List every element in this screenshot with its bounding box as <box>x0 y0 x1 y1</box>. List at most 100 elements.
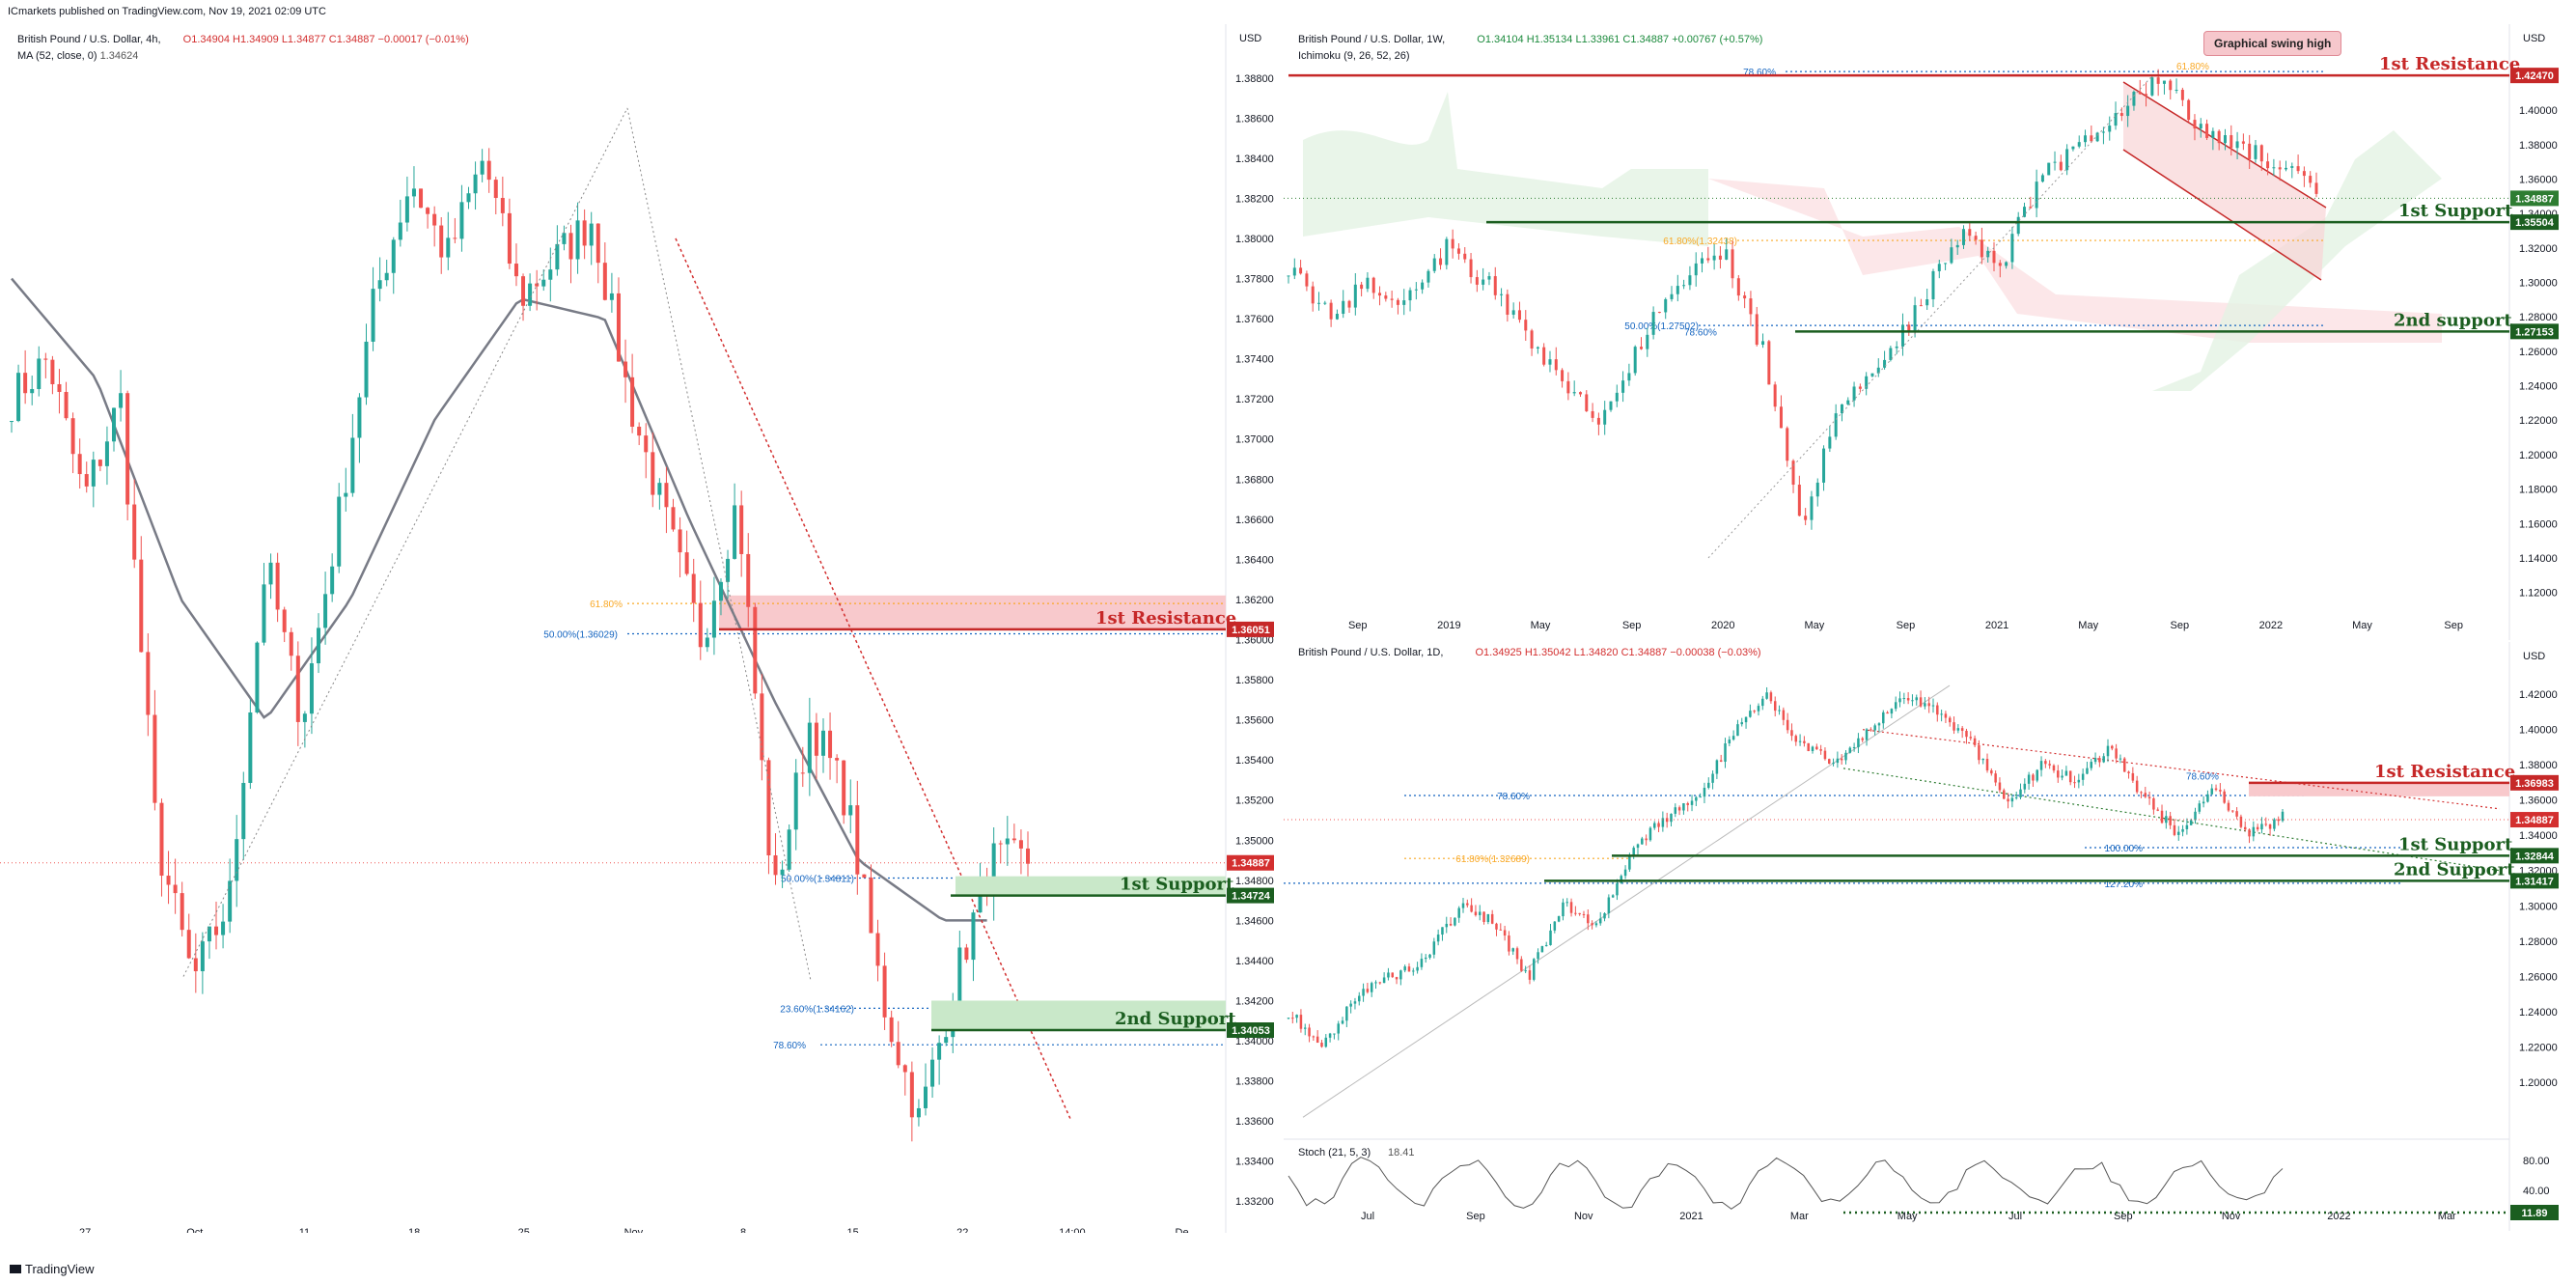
support-zone <box>931 1000 1226 1031</box>
candle-body <box>1378 982 1382 984</box>
candle-body <box>480 160 485 175</box>
candle-body <box>862 874 867 879</box>
ohlc-close: C1.34887 <box>1620 647 1668 658</box>
level-price-tag <box>2510 774 2559 791</box>
candle-body <box>1961 229 1965 245</box>
candle-body <box>2185 824 2189 829</box>
candle-body <box>2231 810 2234 812</box>
candle-body <box>1323 302 1327 304</box>
candle-body <box>1366 989 1370 992</box>
candle-body <box>1542 347 1546 365</box>
candle-body <box>548 269 553 280</box>
ichimoku-cloud <box>1708 179 2442 343</box>
price-tick-label: 1.38400 <box>1235 154 1274 165</box>
candle-body <box>760 693 764 761</box>
candle-body <box>2106 745 2110 757</box>
candle-body <box>2145 94 2148 96</box>
symbol-title: British Pound / U.S. Dollar, 1W, <box>1298 34 1446 45</box>
candle-body <box>1773 701 1777 712</box>
candle-body <box>1451 238 1454 249</box>
candle-body <box>295 656 300 722</box>
price-tick-label: 1.22000 <box>2519 415 2558 427</box>
candle-body <box>1823 750 1827 760</box>
candle-body <box>2126 105 2130 117</box>
h4-chart-canvas[interactable]: USD 1.38800 1.38600 1.38400 1.38200 1.38000 1.… <box>0 24 1274 1233</box>
candle-body <box>1836 758 1840 764</box>
candle-body <box>1724 742 1727 762</box>
down-channel-zone <box>2123 82 2326 280</box>
w1-chart-canvas[interactable]: USD1.420001.400001.380001.360001.340001.… <box>1284 24 2576 642</box>
candle-body <box>1603 409 1607 425</box>
candle-body <box>2090 135 2093 142</box>
candle-body <box>398 222 402 240</box>
publisher-line: ICmarkets published on TradingView.com, … <box>8 6 326 17</box>
chart-panel-h4[interactable]: British Pound / U.S. Dollar, 4h, O1.3490… <box>0 24 1274 1233</box>
trendline <box>1707 75 2153 559</box>
candle-body <box>1936 705 1939 715</box>
time-tick-label: May <box>2352 620 2372 631</box>
candle-body <box>2093 758 2097 763</box>
candle-body <box>1382 977 1386 984</box>
candle-body <box>2264 823 2268 825</box>
candle-body <box>1308 1027 1311 1037</box>
price-tick-label: 1.34600 <box>1235 915 1274 927</box>
price-tick-label: 1.26000 <box>2519 971 2558 983</box>
current-price-tag-text: 1.34887 <box>2515 815 2554 826</box>
candle-body <box>2309 176 2313 183</box>
candle-body <box>2194 811 2197 821</box>
candle-body <box>180 893 184 931</box>
fib-label: 78.60% <box>2186 772 2219 783</box>
candle-body <box>50 359 55 384</box>
candle-body <box>1026 848 1030 864</box>
candle-body <box>1852 747 1856 749</box>
fib-label: 78.60% <box>773 1041 806 1051</box>
candle-body <box>1815 482 1819 497</box>
candle-body <box>2090 762 2093 768</box>
candle-body <box>1674 807 1677 814</box>
footer-brand: TradingView <box>25 1262 95 1276</box>
resistance-zone <box>2249 782 2509 796</box>
candle-body <box>2202 801 2205 804</box>
candle-body <box>2162 80 2166 84</box>
d1-chart-canvas[interactable]: USD 1.42000 1.40000 1.38000 1.36000 1.34000 1.… <box>1284 642 2576 1233</box>
candle-body <box>1889 348 1893 360</box>
candle-body <box>1621 380 1625 393</box>
stoch-tag-text: 11.89 <box>2522 1208 2548 1219</box>
candle-body <box>1906 698 1910 701</box>
price-tick-label: 1.33400 <box>1235 1157 1274 1168</box>
ohlc-low: L1.34820 <box>1573 647 1619 658</box>
candle-body <box>1506 293 1510 315</box>
time-tick-label: Oct <box>186 1227 203 1233</box>
candle-body <box>1303 1027 1307 1029</box>
candle-body <box>119 393 124 408</box>
time-tick-label: 11 <box>299 1227 310 1233</box>
candle-body <box>2193 120 2197 129</box>
indicator-title: Ichimoku (9, 26, 52, 26) <box>1298 50 1410 62</box>
chart-panel-w1[interactable]: British Pound / U.S. Dollar, 1W, O1.3410… <box>1284 24 2576 642</box>
candle-body <box>1677 807 1681 811</box>
candle-body <box>2260 823 2263 830</box>
candle-body <box>1548 359 1552 365</box>
candle-body <box>964 947 969 961</box>
candle-body <box>1578 912 1581 914</box>
candle-body <box>1670 293 1674 299</box>
tradingview-logo[interactable]: TradingView <box>10 1262 95 1276</box>
ohlc-high: H1.35042 <box>1524 647 1571 658</box>
candle-body <box>235 839 239 881</box>
candle-body <box>1414 289 1418 291</box>
currency-label: USD <box>2523 651 2545 662</box>
candle-body <box>998 843 1003 845</box>
candle-body <box>1944 263 1948 265</box>
candle-body <box>855 805 860 875</box>
candle-body <box>1428 954 1431 958</box>
candle-body <box>991 843 996 897</box>
time-tick-label: 14:00 <box>1059 1227 1086 1233</box>
candle-body <box>1761 341 1765 346</box>
ohlc-high: H1.34909 <box>233 34 279 45</box>
candle-body <box>1877 723 1881 726</box>
candle-body <box>1882 712 1885 724</box>
chart-panel-d1[interactable]: British Pound / U.S. Dollar, 1D, O1.3492… <box>1284 642 2576 1233</box>
candle-body <box>2217 130 2221 144</box>
candle-body <box>152 714 157 803</box>
candle-body <box>1469 259 1473 278</box>
